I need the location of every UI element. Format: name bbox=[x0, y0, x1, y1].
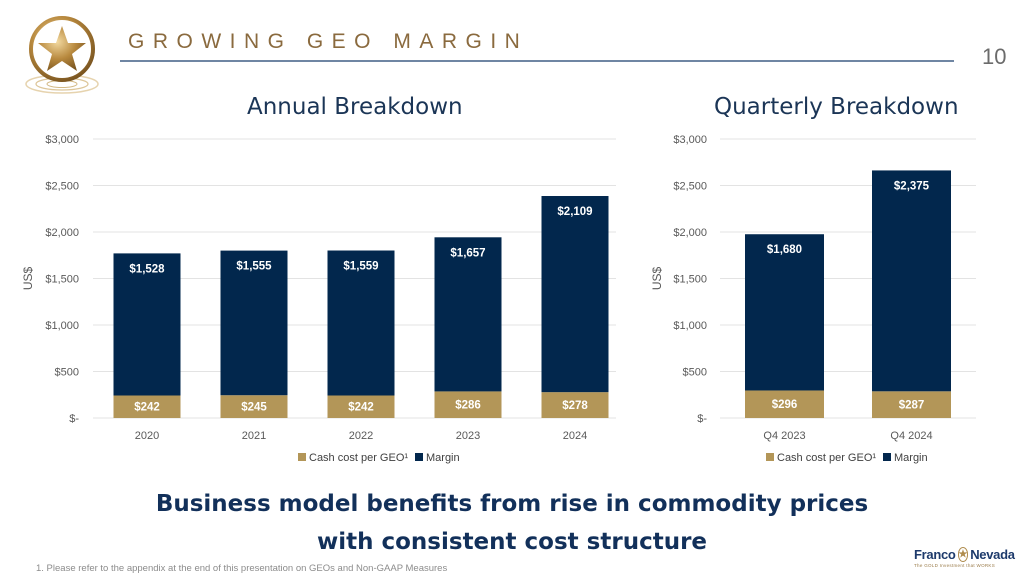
annual-data-label-margin: $2,109 bbox=[557, 206, 592, 218]
annual-y-tick-label: $1,500 bbox=[45, 274, 79, 286]
tagline-line-1: Business model benefits from rise in com… bbox=[155, 491, 869, 517]
annual-data-label-cash-cost: $242 bbox=[134, 402, 160, 414]
franco-nevada-star-logo bbox=[25, 16, 99, 94]
annual-x-tick-label: 2022 bbox=[349, 430, 373, 442]
quarterly-legend-label-cash-cost: Cash cost per GEO¹ bbox=[777, 452, 876, 464]
quarterly-y-tick-label: $500 bbox=[683, 367, 707, 379]
page-number: 10 bbox=[982, 44, 1007, 69]
annual-bar-cash-cost bbox=[541, 392, 609, 418]
quarterly-x-tick-label: Q4 2023 bbox=[763, 430, 805, 442]
annual-bar-margin bbox=[113, 253, 181, 396]
annual-y-tick-label: $3,000 bbox=[45, 134, 79, 146]
annual-x-tick-label: 2024 bbox=[563, 430, 587, 442]
annual-y-tick-label: $2,000 bbox=[45, 227, 79, 239]
annual-y-tick-label: $2,500 bbox=[45, 181, 79, 193]
annual-x-tick-label: 2021 bbox=[242, 430, 266, 442]
annual-data-label-margin: $1,555 bbox=[236, 261, 272, 273]
annual-bar-margin bbox=[220, 250, 288, 396]
quarterly-data-label-margin: $1,680 bbox=[767, 244, 802, 256]
annual-x-tick-label: 2020 bbox=[135, 430, 159, 442]
annual-data-label-cash-cost: $245 bbox=[241, 402, 267, 414]
brand-name-left: Franco bbox=[914, 547, 956, 562]
annual-legend-label-margin: Margin bbox=[426, 452, 460, 464]
annual-bar-margin bbox=[327, 250, 395, 396]
annual-chart-title: Annual Breakdown bbox=[247, 94, 463, 120]
quarterly-y-axis-label: US$ bbox=[650, 267, 664, 291]
quarterly-bar-margin bbox=[745, 234, 824, 391]
annual-bar-cash-cost bbox=[113, 395, 181, 418]
annual-legend-swatch-cash-cost bbox=[298, 453, 306, 461]
tagline-line-2: with consistent cost structure bbox=[316, 529, 708, 555]
quarterly-data-label-cash-cost: $296 bbox=[772, 399, 798, 411]
annual-data-label-cash-cost: $286 bbox=[455, 400, 481, 412]
annual-bar-cash-cost bbox=[434, 391, 502, 418]
annual-data-label-cash-cost: $278 bbox=[562, 400, 588, 412]
quarterly-y-tick-label: $- bbox=[697, 413, 707, 425]
annual-bar-margin bbox=[434, 237, 502, 392]
quarterly-y-tick-label: $1,500 bbox=[673, 274, 707, 286]
annual-y-tick-label: $1,000 bbox=[45, 320, 79, 332]
annual-data-label-cash-cost: $242 bbox=[348, 402, 374, 414]
quarterly-x-tick-label: Q4 2024 bbox=[890, 430, 932, 442]
quarterly-legend-label-margin: Margin bbox=[894, 452, 928, 464]
quarterly-y-tick-label: $3,000 bbox=[673, 134, 707, 146]
annual-y-tick-label: $- bbox=[69, 413, 79, 425]
quarterly-bar-cash-cost bbox=[872, 391, 951, 418]
quarterly-data-label-margin: $2,375 bbox=[894, 180, 930, 192]
brand-name-right: Nevada bbox=[970, 547, 1015, 562]
annual-data-label-margin: $1,657 bbox=[450, 247, 485, 259]
brand-subtitle: The GOLD Investment that WORKS bbox=[914, 563, 996, 568]
quarterly-data-label-cash-cost: $287 bbox=[899, 400, 925, 412]
annual-bar-margin bbox=[541, 196, 609, 393]
slide-title: GROWING GEO MARGIN bbox=[128, 30, 529, 53]
quarterly-legend-swatch-cash-cost bbox=[766, 453, 774, 461]
annual-bar-cash-cost bbox=[327, 395, 395, 418]
quarterly-chart-title: Quarterly Breakdown bbox=[714, 94, 959, 120]
annual-data-label-margin: $1,559 bbox=[343, 261, 378, 273]
brand-logo: Franco ★ Nevada The GOLD Investment that… bbox=[914, 547, 1015, 568]
annual-y-axis-label: US$ bbox=[21, 267, 35, 291]
quarterly-y-tick-label: $1,000 bbox=[673, 320, 707, 332]
annual-bar-cash-cost bbox=[220, 395, 288, 418]
quarterly-y-tick-label: $2,000 bbox=[673, 227, 707, 239]
quarterly-y-tick-label: $2,500 bbox=[673, 181, 707, 193]
annual-legend-label-cash-cost: Cash cost per GEO¹ bbox=[309, 452, 408, 464]
annual-data-label-margin: $1,528 bbox=[129, 263, 165, 275]
title-divider bbox=[120, 60, 954, 62]
footnote: 1. Please refer to the appendix at the e… bbox=[36, 563, 448, 574]
quarterly-legend-swatch-margin bbox=[883, 453, 891, 461]
annual-y-tick-label: $500 bbox=[55, 367, 79, 379]
star-icon: ★ bbox=[957, 547, 969, 562]
quarterly-bar-margin bbox=[872, 170, 951, 392]
quarterly-bar-cash-cost bbox=[745, 390, 824, 418]
annual-x-tick-label: 2023 bbox=[456, 430, 480, 442]
annual-legend-swatch-margin bbox=[415, 453, 423, 461]
